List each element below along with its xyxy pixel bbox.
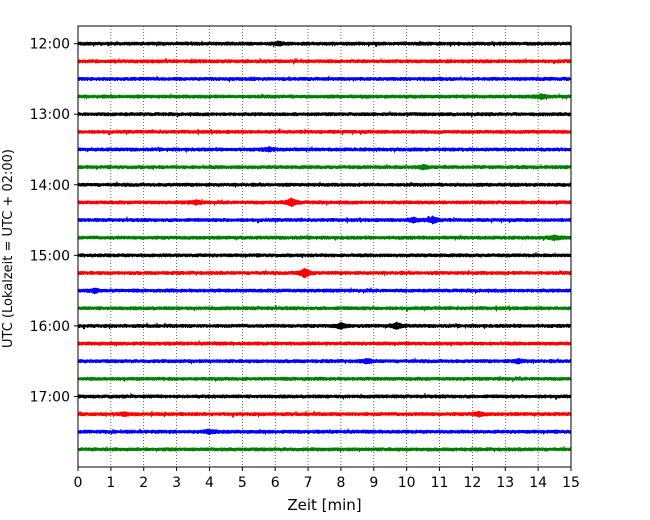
- x-axis: 0 1 2 3 4 5 6 7 8 9 10 11 12 13 14 15: [74, 467, 580, 491]
- x-axis-label: Zeit [min]: [287, 496, 361, 514]
- trace-row: [77, 428, 572, 435]
- trace-row: [77, 215, 572, 225]
- trace-row: [77, 252, 572, 259]
- x-tick-label: 14: [529, 475, 547, 491]
- y-tick-label: 16:00: [30, 319, 70, 335]
- trace-row: [77, 287, 572, 295]
- trace-row: [77, 410, 572, 418]
- trace-row: [77, 40, 572, 48]
- trace-row: [77, 340, 572, 347]
- x-tick-label: 9: [369, 475, 378, 491]
- trace-row: [77, 234, 572, 242]
- trace-row: [77, 357, 572, 365]
- x-tick-label: 6: [271, 475, 280, 491]
- trace-row: [77, 304, 572, 312]
- y-axis-label: UTC (Lokalzeit = UTC + 02:00): [1, 149, 16, 348]
- x-tick-label: 10: [398, 475, 416, 491]
- y-tick-label: 14:00: [30, 178, 70, 194]
- y-axis: 12:00 13:00 14:00 15:00 16:00 17:00: [30, 37, 78, 405]
- x-tick-label: 11: [431, 475, 449, 491]
- trace-row: [77, 393, 572, 400]
- x-tick-label: 13: [496, 475, 514, 491]
- trace-row: [77, 321, 572, 330]
- x-tick-label: 5: [238, 475, 247, 491]
- traces: [77, 40, 572, 453]
- grid-lines: [110, 26, 539, 467]
- x-tick-label: 7: [304, 475, 313, 491]
- trace-row: [77, 93, 572, 101]
- trace-row: [77, 163, 572, 171]
- trace-row: [77, 375, 572, 382]
- trace-row: [77, 146, 572, 153]
- trace-row: [77, 197, 572, 208]
- y-tick-label: 12:00: [30, 37, 70, 53]
- trace-row: [77, 267, 572, 279]
- x-tick-label: 0: [74, 475, 83, 491]
- x-tick-label: 8: [336, 475, 345, 491]
- y-tick-label: 15:00: [30, 248, 70, 264]
- trace-row: [77, 57, 572, 65]
- plot-frame: [77, 25, 572, 468]
- trace-row: [77, 75, 572, 83]
- x-tick-label: 15: [562, 475, 580, 491]
- x-tick-label: 1: [106, 475, 115, 491]
- trace-row: [77, 128, 572, 136]
- trace-row: [77, 446, 572, 453]
- trace-row: [77, 181, 572, 188]
- x-tick-label: 12: [463, 475, 481, 491]
- trace-row: [77, 111, 572, 118]
- x-tick-label: 2: [139, 475, 148, 491]
- x-tick-label: 4: [205, 475, 214, 491]
- y-tick-label: 17:00: [30, 389, 70, 405]
- x-tick-label: 3: [172, 475, 181, 491]
- y-tick-label: 13:00: [30, 107, 70, 123]
